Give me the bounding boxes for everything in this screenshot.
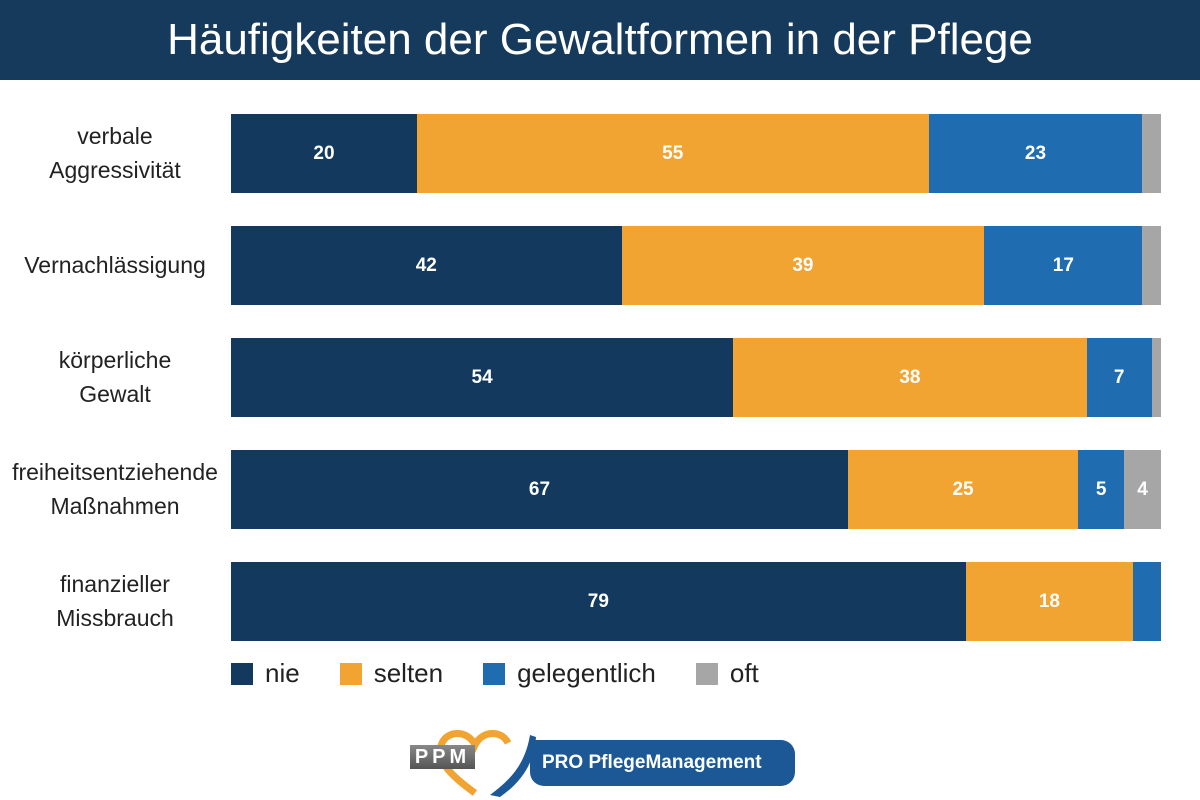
bar-segment-selten: 18 [965, 562, 1134, 641]
legend-label: gelegentlich [517, 658, 656, 688]
legend: nie selten gelegentlich oft [231, 658, 799, 689]
bar-row: 54 38 7 [231, 338, 1161, 417]
category-label: Vernachlässigung [24, 252, 206, 278]
category-label: finanzieller Missbrauch [56, 571, 174, 631]
category-label: freiheitsentziehende Maßnahmen [12, 459, 218, 519]
legend-swatch [695, 662, 718, 685]
legend-label: oft [729, 658, 759, 688]
bar-segment-gelegentlich: 23 [928, 114, 1143, 193]
legend-item: gelegentlich [483, 658, 656, 689]
bar-segment-gelegentlich [1133, 562, 1161, 641]
bar-segment-selten: 55 [417, 114, 929, 193]
bar-segment-gelegentlich: 17 [984, 226, 1143, 305]
logo-badge: PPM [410, 745, 475, 769]
bar-segment-oft: 4 [1124, 450, 1161, 529]
bar-segment-nie: 42 [231, 226, 622, 305]
bar-segment-oft [1142, 226, 1161, 305]
bar-segment-nie: 54 [231, 338, 734, 417]
bar-segment-selten: 25 [847, 450, 1079, 529]
bar-row: 20 55 23 [231, 114, 1161, 193]
legend-item: oft [695, 658, 759, 689]
category-label: verbale Aggressivität [49, 123, 181, 183]
legend-label: nie [265, 658, 300, 688]
logo-name: PRO PflegeManagement [530, 740, 795, 786]
bar-segment-gelegentlich: 7 [1086, 338, 1152, 417]
bar-row: 67 25 5 4 [231, 450, 1161, 529]
category-label: körperliche Gewalt [58, 347, 172, 407]
bar-segment-selten: 38 [733, 338, 1087, 417]
bar-row: 79 18 [231, 562, 1161, 641]
bar-segment-nie: 20 [231, 114, 417, 193]
bar-segment-nie: 67 [231, 450, 848, 529]
legend-swatch [231, 662, 253, 685]
legend-item: nie [231, 658, 300, 689]
legend-item: selten [339, 658, 444, 689]
legend-swatch [483, 662, 506, 685]
bar-segment-nie: 79 [231, 562, 966, 641]
bar-segment-gelegentlich: 5 [1078, 450, 1125, 529]
bar-segment-selten: 39 [621, 226, 985, 305]
chart-title: Häufigkeiten der Gewaltformen in der Pfl… [0, 0, 1200, 80]
bar-segment-oft [1142, 114, 1161, 193]
logo: PPM PRO PflegeManagement [410, 725, 800, 800]
bar-segment-oft [1151, 338, 1161, 417]
legend-swatch [339, 662, 362, 685]
bar-row: 42 39 17 [231, 226, 1161, 305]
legend-label: selten [373, 658, 444, 688]
